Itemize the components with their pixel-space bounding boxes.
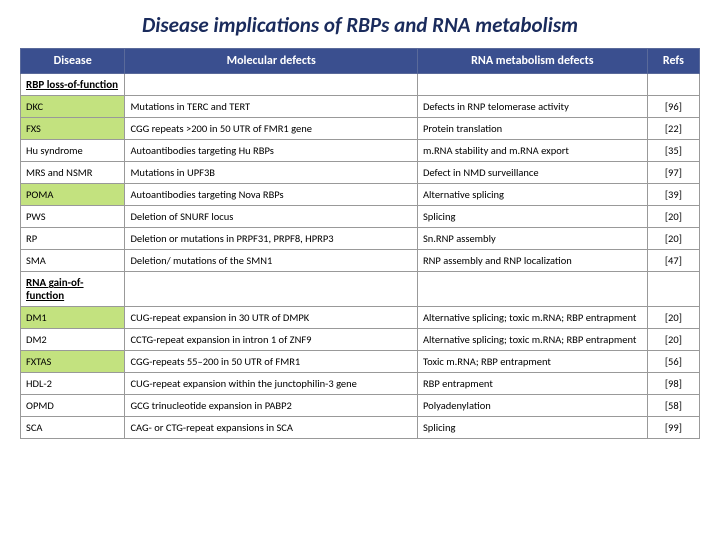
table-row: Hu syndrome Autoantibodies targeting Hu … xyxy=(21,140,700,162)
table-header-row: Disease Molecular defects RNA metabolism… xyxy=(21,49,700,74)
cell-disease: Hu syndrome xyxy=(21,140,125,162)
table-row: PWS Deletion of SNURF locus Splicing [20… xyxy=(21,206,700,228)
cell-ref: [35] xyxy=(647,140,699,162)
cell-mol: CUG-repeat expansion in 30 UTR of DMPK xyxy=(125,307,417,329)
disease-table: Disease Molecular defects RNA metabolism… xyxy=(20,48,700,439)
cell-disease: POMA xyxy=(21,184,125,206)
cell-mol: Deletion of SNURF locus xyxy=(125,206,417,228)
cell-disease: OPMD xyxy=(21,395,125,417)
cell-disease: RP xyxy=(21,228,125,250)
table-row: RP Deletion or mutations in PRPF31, PRPF… xyxy=(21,228,700,250)
cell-rna: Defects in RNP telomerase activity xyxy=(417,96,647,118)
cell-ref: [56] xyxy=(647,351,699,373)
cell-disease: FXTAS xyxy=(21,351,125,373)
table-row: HDL-2 CUG-repeat expansion within the ju… xyxy=(21,373,700,395)
table-row: FXS CGG repeats >200 in 50 UTR of FMR1 g… xyxy=(21,118,700,140)
table-row: FXTAS CGG-repeats 55–200 in 50 UTR of FM… xyxy=(21,351,700,373)
cell-mol: Autoantibodies targeting Nova RBPs xyxy=(125,184,417,206)
cell-disease: DM2 xyxy=(21,329,125,351)
cell-rna: RBP entrapment xyxy=(417,373,647,395)
cell-rna: Sn.RNP assembly xyxy=(417,228,647,250)
col-rna: RNA metabolism defects xyxy=(417,49,647,74)
cell-rna: Defect in NMD surveillance xyxy=(417,162,647,184)
cell-rna: Alternative splicing; toxic m.RNA; RBP e… xyxy=(417,329,647,351)
section-rbp-loss: RBP loss-of-function xyxy=(21,74,700,96)
cell-ref: [97] xyxy=(647,162,699,184)
cell-ref: [58] xyxy=(647,395,699,417)
cell-ref: [20] xyxy=(647,307,699,329)
cell-disease: HDL-2 xyxy=(21,373,125,395)
col-molecular: Molecular defects xyxy=(125,49,417,74)
cell-mol: CGG-repeats 55–200 in 50 UTR of FMR1 xyxy=(125,351,417,373)
cell-rna: Protein translation xyxy=(417,118,647,140)
cell-ref: [22] xyxy=(647,118,699,140)
cell-disease: MRS and NSMR xyxy=(21,162,125,184)
cell-mol: Deletion/ mutations of the SMN1 xyxy=(125,250,417,272)
section-label: RNA gain-of-function xyxy=(21,272,125,307)
cell-mol: CUG-repeat expansion within the junctoph… xyxy=(125,373,417,395)
table-row: POMA Autoantibodies targeting Nova RBPs … xyxy=(21,184,700,206)
table-row: MRS and NSMR Mutations in UPF3B Defect i… xyxy=(21,162,700,184)
table-row: DM2 CCTG-repeat expansion in intron 1 of… xyxy=(21,329,700,351)
cell-mol: Autoantibodies targeting Hu RBPs xyxy=(125,140,417,162)
cell-mol: CAG- or CTG-repeat expansions in SCA xyxy=(125,417,417,439)
cell-mol: Deletion or mutations in PRPF31, PRPF8, … xyxy=(125,228,417,250)
cell-ref: [47] xyxy=(647,250,699,272)
cell-mol: Mutations in TERC and TERT xyxy=(125,96,417,118)
table-row: DM1 CUG-repeat expansion in 30 UTR of DM… xyxy=(21,307,700,329)
cell-disease: PWS xyxy=(21,206,125,228)
cell-rna: Toxic m.RNA; RBP entrapment xyxy=(417,351,647,373)
table-row: SCA CAG- or CTG-repeat expansions in SCA… xyxy=(21,417,700,439)
cell-rna: Polyadenylation xyxy=(417,395,647,417)
cell-ref: [20] xyxy=(647,329,699,351)
cell-ref: [98] xyxy=(647,373,699,395)
cell-ref: [39] xyxy=(647,184,699,206)
cell-rna: RNP assembly and RNP localization xyxy=(417,250,647,272)
cell-rna: Splicing xyxy=(417,206,647,228)
cell-disease: DM1 xyxy=(21,307,125,329)
cell-ref: [20] xyxy=(647,228,699,250)
cell-ref: [99] xyxy=(647,417,699,439)
cell-mol: GCG trinucleotide expansion in PABP2 xyxy=(125,395,417,417)
page-title: Disease implications of RBPs and RNA met… xyxy=(20,12,700,38)
table-row: OPMD GCG trinucleotide expansion in PABP… xyxy=(21,395,700,417)
table-row: DKC Mutations in TERC and TERT Defects i… xyxy=(21,96,700,118)
section-label: RBP loss-of-function xyxy=(21,74,125,96)
cell-disease: DKC xyxy=(21,96,125,118)
section-rna-gain: RNA gain-of-function xyxy=(21,272,700,307)
cell-disease: FXS xyxy=(21,118,125,140)
cell-rna: Alternative splicing xyxy=(417,184,647,206)
col-refs: Refs xyxy=(647,49,699,74)
cell-mol: CCTG-repeat expansion in intron 1 of ZNF… xyxy=(125,329,417,351)
cell-rna: Splicing xyxy=(417,417,647,439)
cell-rna: Alternative splicing; toxic m.RNA; RBP e… xyxy=(417,307,647,329)
cell-disease: SMA xyxy=(21,250,125,272)
cell-ref: [96] xyxy=(647,96,699,118)
col-disease: Disease xyxy=(21,49,125,74)
cell-disease: SCA xyxy=(21,417,125,439)
cell-ref: [20] xyxy=(647,206,699,228)
cell-rna: m.RNA stability and m.RNA export xyxy=(417,140,647,162)
cell-mol: CGG repeats >200 in 50 UTR of FMR1 gene xyxy=(125,118,417,140)
table-row: SMA Deletion/ mutations of the SMN1 RNP … xyxy=(21,250,700,272)
cell-mol: Mutations in UPF3B xyxy=(125,162,417,184)
